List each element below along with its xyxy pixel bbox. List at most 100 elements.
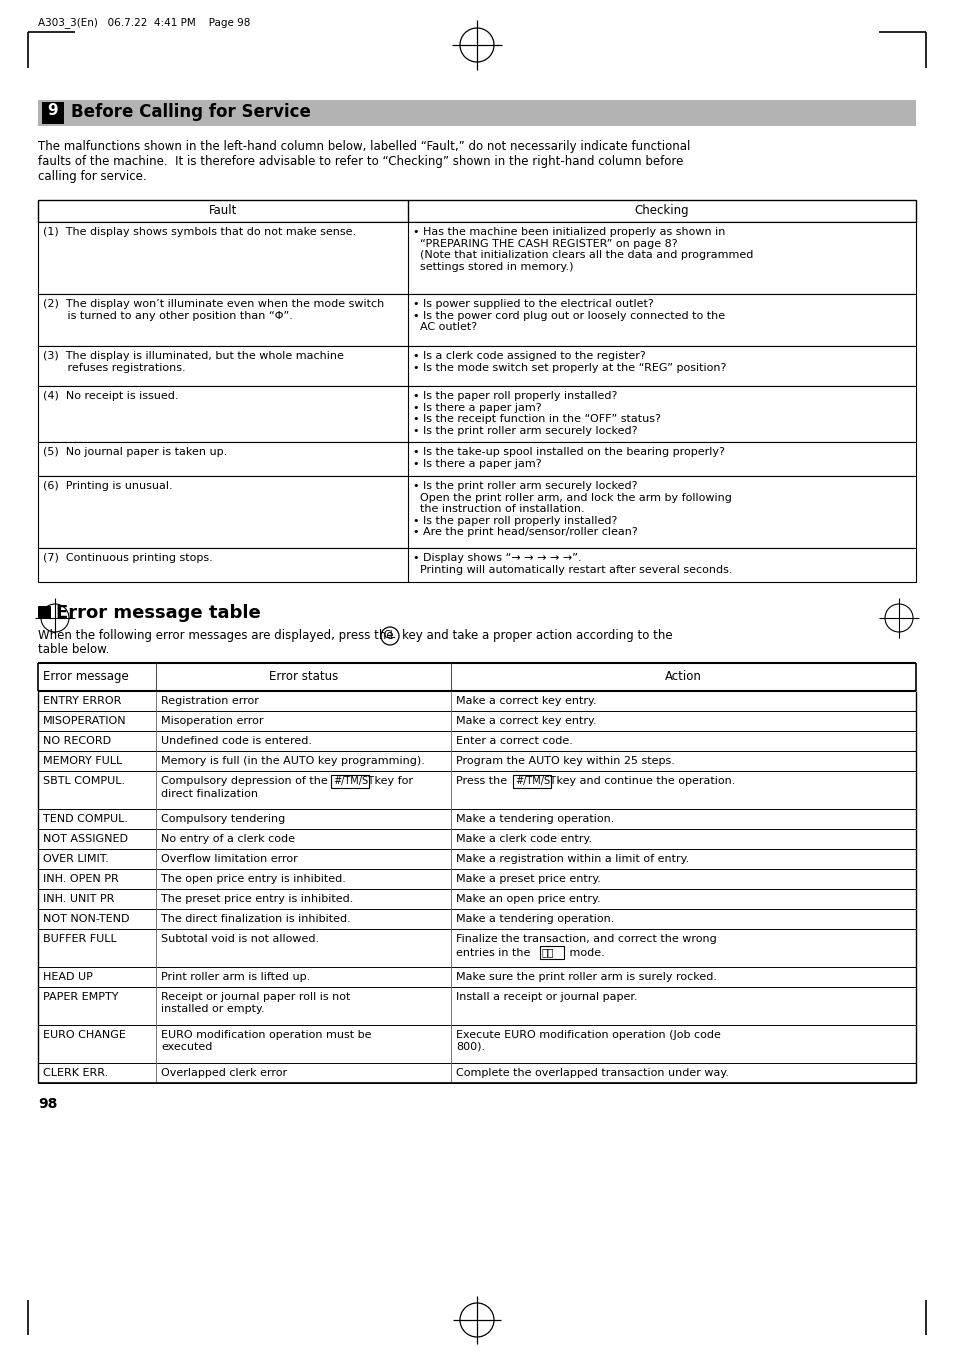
Text: MISOPERATION: MISOPERATION <box>43 716 127 725</box>
Bar <box>38 1063 915 1084</box>
Text: (1)  The display shows symbols that do not make sense.: (1) The display shows symbols that do no… <box>43 227 355 236</box>
Text: Make a registration within a limit of entry.: Make a registration within a limit of en… <box>456 854 688 865</box>
Text: Make a preset price entry.: Make a preset price entry. <box>456 874 600 884</box>
Text: OVER LIMIT.: OVER LIMIT. <box>43 854 109 865</box>
Text: key and take a proper action according to the: key and take a proper action according t… <box>401 630 672 642</box>
Text: The open price entry is inhibited.: The open price entry is inhibited. <box>161 874 346 884</box>
Bar <box>38 809 915 830</box>
Text: Fault: Fault <box>209 204 237 218</box>
Text: CLERK ERR.: CLERK ERR. <box>43 1069 108 1078</box>
Text: Subtotal void is not allowed.: Subtotal void is not allowed. <box>161 934 319 944</box>
Text: Press the: Press the <box>456 775 510 786</box>
Text: SBTL COMPUL.: SBTL COMPUL. <box>43 775 125 786</box>
Text: Make sure the print roller arm is surely rocked.: Make sure the print roller arm is surely… <box>456 971 717 982</box>
Text: • Is a clerk code assigned to the register?
• Is the mode switch set properly at: • Is a clerk code assigned to the regist… <box>413 351 725 373</box>
Bar <box>38 830 915 848</box>
Bar <box>38 200 915 222</box>
Bar <box>38 607 51 619</box>
Text: Undefined code is entered.: Undefined code is entered. <box>161 736 312 746</box>
Text: BUFFER FULL: BUFFER FULL <box>43 934 116 944</box>
Text: EURO CHANGE: EURO CHANGE <box>43 1029 126 1040</box>
Bar <box>38 909 915 929</box>
Text: Make an open price entry.: Make an open price entry. <box>456 894 600 904</box>
Bar <box>38 222 915 295</box>
Text: NOT ASSIGNED: NOT ASSIGNED <box>43 834 128 844</box>
Text: Checking: Checking <box>634 204 689 218</box>
Bar <box>38 100 915 126</box>
Text: 98: 98 <box>38 1097 57 1111</box>
Bar <box>38 346 915 386</box>
Text: Program the AUTO key within 25 steps.: Program the AUTO key within 25 steps. <box>456 757 674 766</box>
Text: When the following error messages are displayed, press the: When the following error messages are di… <box>38 630 394 642</box>
Text: mode.: mode. <box>565 948 604 958</box>
Bar <box>38 690 915 711</box>
Text: NOT NON-TEND: NOT NON-TEND <box>43 915 130 924</box>
Text: (6)  Printing is unusual.: (6) Printing is unusual. <box>43 481 172 490</box>
Bar <box>38 386 915 442</box>
Text: Print roller arm is lifted up.: Print roller arm is lifted up. <box>161 971 310 982</box>
Text: NO RECORD: NO RECORD <box>43 736 111 746</box>
Text: 9: 9 <box>48 103 58 118</box>
Text: (2)  The display won’t illuminate even when the mode switch
       is turned to : (2) The display won’t illuminate even wh… <box>43 299 384 320</box>
Text: #/TM/ST: #/TM/ST <box>333 775 374 786</box>
Text: INH. UNIT PR: INH. UNIT PR <box>43 894 114 904</box>
Bar <box>38 889 915 909</box>
Text: • Display shows “→ → → → →”.
  Printing will automatically restart after several: • Display shows “→ → → → →”. Printing wi… <box>413 553 732 574</box>
Text: Error message: Error message <box>43 670 129 684</box>
Text: Overlapped clerk error: Overlapped clerk error <box>161 1069 287 1078</box>
Text: TEND COMPUL.: TEND COMPUL. <box>43 815 128 824</box>
Text: MEMORY FULL: MEMORY FULL <box>43 757 122 766</box>
Text: Compulsory tendering: Compulsory tendering <box>161 815 285 824</box>
Bar <box>513 775 551 788</box>
Text: (5)  No journal paper is taken up.: (5) No journal paper is taken up. <box>43 447 227 457</box>
Bar <box>38 663 915 690</box>
Text: Install a receipt or journal paper.: Install a receipt or journal paper. <box>456 992 637 1002</box>
Text: Registration error: Registration error <box>161 696 258 707</box>
Text: Make a tendering operation.: Make a tendering operation. <box>456 815 614 824</box>
Text: EURO modification operation must be
executed: EURO modification operation must be exec… <box>161 1029 371 1051</box>
Text: Ⓥⓓ: Ⓥⓓ <box>541 947 554 957</box>
Text: key and continue the operation.: key and continue the operation. <box>553 775 735 786</box>
Text: A303_3(En)   06.7.22  4:41 PM    Page 98: A303_3(En) 06.7.22 4:41 PM Page 98 <box>38 18 250 28</box>
Bar <box>38 476 915 549</box>
Text: Finalize the transaction, and correct the wrong: Finalize the transaction, and correct th… <box>456 934 716 944</box>
Bar <box>38 988 915 1025</box>
Bar <box>38 295 915 346</box>
Text: Make a correct key entry.: Make a correct key entry. <box>456 696 596 707</box>
Bar <box>42 101 64 124</box>
Text: • Is power supplied to the electrical outlet?
• Is the power cord plug out or lo: • Is power supplied to the electrical ou… <box>413 299 724 332</box>
Text: table below.: table below. <box>38 643 110 657</box>
Text: The preset price entry is inhibited.: The preset price entry is inhibited. <box>161 894 353 904</box>
Bar <box>38 711 915 731</box>
Bar <box>38 967 915 988</box>
Text: Error status: Error status <box>269 670 337 684</box>
Bar <box>331 775 369 788</box>
Text: direct finalization: direct finalization <box>161 789 257 798</box>
Text: No entry of a clerk code: No entry of a clerk code <box>161 834 294 844</box>
Text: key for: key for <box>371 775 413 786</box>
Text: Make a clerk code entry.: Make a clerk code entry. <box>456 834 592 844</box>
Text: Misoperation error: Misoperation error <box>161 716 263 725</box>
Text: Overflow limitation error: Overflow limitation error <box>161 854 297 865</box>
Text: Compulsory depression of the: Compulsory depression of the <box>161 775 331 786</box>
Bar <box>38 929 915 967</box>
Text: PAPER EMPTY: PAPER EMPTY <box>43 992 118 1002</box>
Text: #/TM/ST: #/TM/ST <box>515 775 556 786</box>
Text: (3)  The display is illuminated, but the whole machine
       refuses registrati: (3) The display is illuminated, but the … <box>43 351 343 373</box>
Text: (7)  Continuous printing stops.: (7) Continuous printing stops. <box>43 553 213 563</box>
Text: HEAD UP: HEAD UP <box>43 971 92 982</box>
Text: Receipt or journal paper roll is not
installed or empty.: Receipt or journal paper roll is not ins… <box>161 992 350 1013</box>
Bar <box>38 731 915 751</box>
Text: Memory is full (in the AUTO key programming).: Memory is full (in the AUTO key programm… <box>161 757 424 766</box>
Bar <box>38 442 915 476</box>
Bar <box>38 1025 915 1063</box>
Text: The malfunctions shown in the left-hand column below, labelled “Fault,” do not n: The malfunctions shown in the left-hand … <box>38 141 690 182</box>
Text: Action: Action <box>664 670 701 684</box>
Text: The direct finalization is inhibited.: The direct finalization is inhibited. <box>161 915 351 924</box>
Bar <box>38 549 915 582</box>
Text: (4)  No receipt is issued.: (4) No receipt is issued. <box>43 390 178 401</box>
Bar <box>38 751 915 771</box>
Bar <box>38 771 915 809</box>
Text: Make a correct key entry.: Make a correct key entry. <box>456 716 596 725</box>
Text: Complete the overlapped transaction under way.: Complete the overlapped transaction unde… <box>456 1069 728 1078</box>
